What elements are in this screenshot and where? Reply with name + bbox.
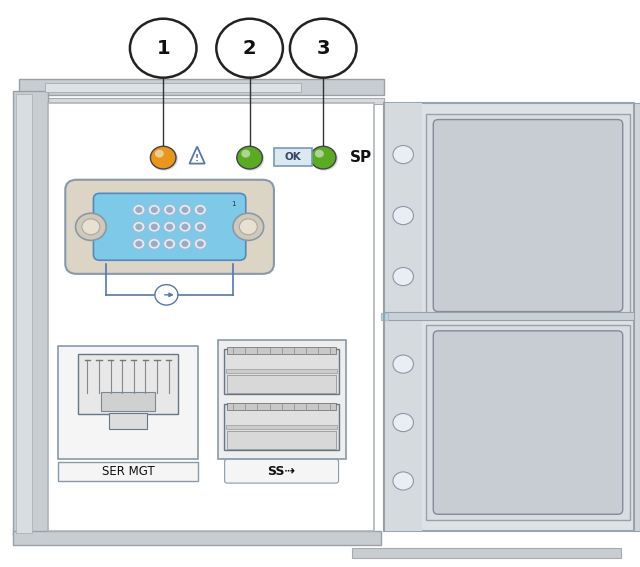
Bar [381, 313, 388, 320]
Circle shape [136, 241, 142, 247]
Circle shape [148, 222, 161, 232]
Bar [58, 346, 198, 459]
Text: OK: OK [284, 152, 301, 162]
Circle shape [76, 213, 106, 240]
Bar [16, 94, 32, 533]
Circle shape [182, 241, 188, 247]
Circle shape [239, 219, 257, 235]
Circle shape [195, 205, 207, 215]
Bar [45, 83, 301, 92]
Circle shape [133, 222, 145, 232]
Circle shape [233, 213, 264, 240]
Circle shape [136, 224, 142, 230]
Circle shape [155, 285, 178, 305]
Circle shape [393, 355, 413, 373]
Circle shape [182, 224, 188, 230]
Circle shape [164, 238, 176, 249]
Bar [58, 462, 198, 481]
Text: 3: 3 [316, 39, 330, 58]
Circle shape [179, 205, 191, 215]
Bar [634, 103, 640, 531]
Circle shape [133, 238, 145, 249]
Bar [227, 431, 336, 448]
Bar [224, 404, 339, 450]
Bar [13, 531, 381, 545]
Bar [19, 79, 384, 95]
Circle shape [393, 413, 413, 431]
Circle shape [166, 207, 173, 213]
Circle shape [241, 150, 250, 158]
Bar [79, 354, 178, 414]
FancyBboxPatch shape [93, 193, 246, 260]
Circle shape [197, 207, 204, 213]
Circle shape [150, 146, 176, 169]
Circle shape [130, 19, 196, 78]
Circle shape [166, 241, 173, 247]
Bar [226, 425, 337, 429]
Bar [227, 403, 336, 410]
Circle shape [197, 241, 204, 247]
Circle shape [151, 147, 178, 171]
Circle shape [155, 150, 164, 158]
Text: !: ! [195, 154, 199, 163]
Text: SS⇢: SS⇢ [268, 465, 296, 477]
FancyBboxPatch shape [433, 120, 623, 312]
Circle shape [133, 205, 145, 215]
Bar [384, 312, 634, 320]
Bar [48, 103, 374, 531]
Text: SP: SP [350, 150, 372, 165]
Circle shape [237, 147, 264, 171]
Bar [224, 349, 339, 393]
FancyBboxPatch shape [109, 413, 147, 429]
Bar [19, 98, 384, 104]
Bar [426, 114, 630, 318]
FancyBboxPatch shape [225, 459, 339, 483]
Bar [426, 325, 630, 520]
Circle shape [393, 146, 413, 164]
Bar [384, 103, 422, 531]
Circle shape [164, 222, 176, 232]
Bar [227, 375, 336, 392]
Circle shape [216, 19, 283, 78]
Circle shape [393, 472, 413, 490]
Circle shape [237, 146, 262, 169]
Bar [227, 348, 336, 354]
Circle shape [290, 19, 356, 78]
Text: SER MGT: SER MGT [102, 465, 154, 477]
Text: 2: 2 [243, 39, 257, 58]
Circle shape [195, 238, 207, 249]
FancyBboxPatch shape [65, 180, 274, 274]
Circle shape [310, 146, 336, 169]
FancyBboxPatch shape [274, 148, 312, 166]
Bar [226, 369, 337, 374]
Circle shape [197, 224, 204, 230]
Bar [384, 103, 634, 531]
Circle shape [136, 207, 142, 213]
Circle shape [166, 224, 173, 230]
Circle shape [315, 150, 324, 158]
Circle shape [82, 219, 100, 235]
Circle shape [151, 224, 157, 230]
Circle shape [148, 205, 161, 215]
Bar [13, 91, 48, 536]
Circle shape [311, 147, 338, 171]
Circle shape [179, 222, 191, 232]
Bar [100, 392, 156, 411]
Circle shape [148, 238, 161, 249]
Circle shape [182, 207, 188, 213]
Bar [352, 548, 621, 558]
Circle shape [151, 207, 157, 213]
Circle shape [393, 206, 413, 225]
Text: 1: 1 [156, 39, 170, 58]
Circle shape [151, 241, 157, 247]
Circle shape [164, 205, 176, 215]
Text: 1: 1 [232, 201, 236, 207]
Circle shape [195, 222, 207, 232]
Bar [218, 340, 346, 459]
Circle shape [393, 268, 413, 286]
FancyBboxPatch shape [433, 331, 623, 514]
Circle shape [179, 238, 191, 249]
